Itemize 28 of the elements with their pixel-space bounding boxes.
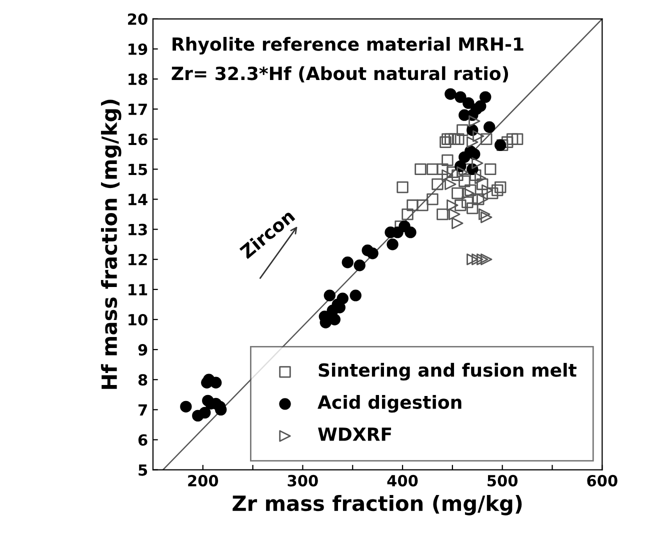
y-tick-label: 20 (128, 13, 148, 25)
y-tick-label: 5 (138, 464, 148, 476)
y-tick-label: 16 (128, 134, 148, 146)
y-tick-label: 8 (138, 374, 148, 386)
y-tick-label: 7 (138, 404, 147, 416)
legend-label: Sintering and fusion melt (318, 362, 576, 381)
y-tick-label: 9 (138, 344, 148, 356)
y-tick-label: 18 (128, 73, 148, 86)
legend-label: Acid digestion (318, 394, 462, 413)
legend-label: WDXRF (318, 428, 392, 441)
x-axis-title: Zr mass fraction (mg/kg) (232, 495, 522, 516)
x-tick-label: 600 (587, 474, 618, 486)
y-tick-label: 11 (128, 284, 148, 296)
x-tick-label: 500 (488, 474, 518, 486)
x-tick-label: 200 (188, 474, 218, 486)
y-tick-label: 6 (138, 434, 148, 446)
x-tick-label: 400 (387, 474, 418, 486)
y-tick-label: 19 (128, 43, 148, 55)
y-tick-label: 10 (128, 314, 148, 326)
annotation: Rhyolite reference material MRH-1 (172, 36, 524, 55)
x-tick-label: 300 (288, 474, 318, 486)
annotation: Zr= 32.3*Hf (About natural ratio) (172, 66, 508, 82)
y-tick-label: 12 (128, 254, 147, 266)
y-tick-label: 15 (128, 164, 148, 176)
y-axis-title: Hf mass fraction (mg/kg) (100, 100, 122, 389)
y-tick-label: 17 (128, 104, 147, 115)
y-tick-label: 14 (128, 194, 148, 206)
y-tick-label: 13 (128, 224, 147, 236)
